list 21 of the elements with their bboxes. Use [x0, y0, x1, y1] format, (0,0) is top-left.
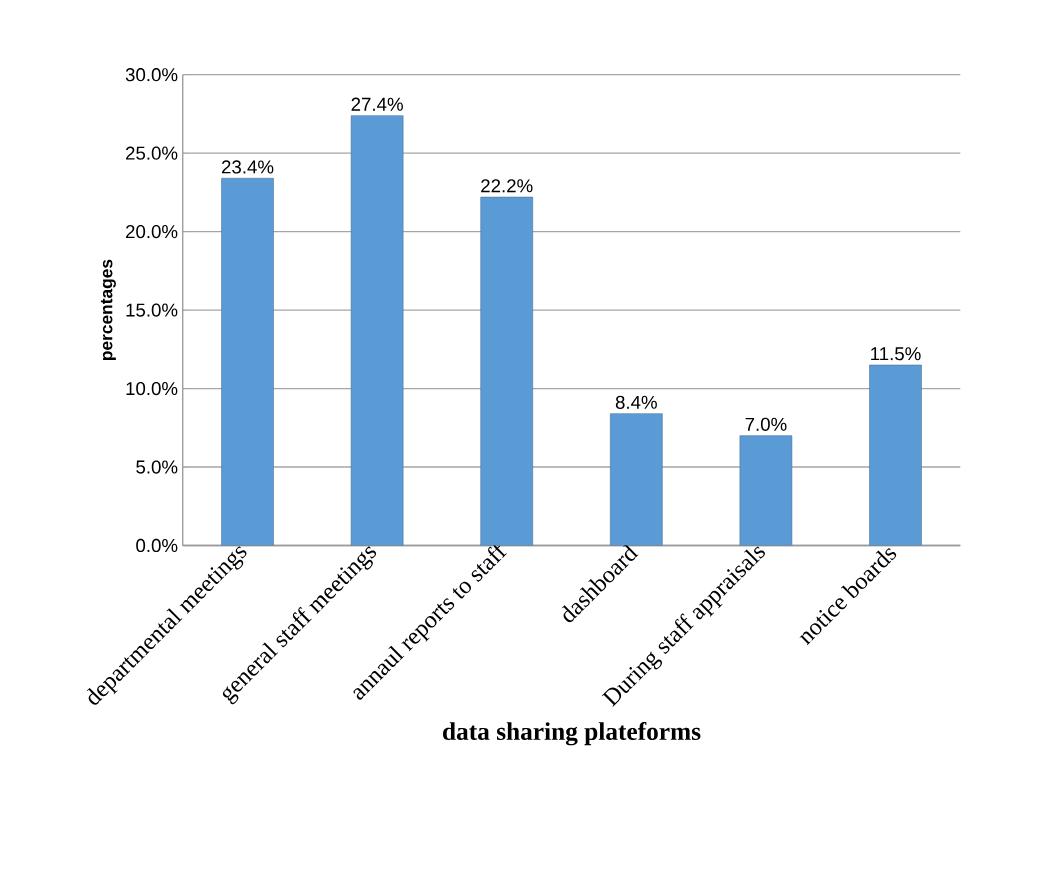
- y-tick-label: 25.0%: [126, 146, 178, 160]
- data-label: 7.0%: [745, 417, 787, 432]
- data-label: 22.2%: [481, 179, 533, 193]
- bar: [739, 435, 793, 546]
- data-label: 11.5%: [871, 347, 921, 361]
- y-tick-label: 15.0%: [126, 303, 178, 317]
- data-label: 23.4%: [222, 160, 274, 174]
- y-tick-label: 5.0%: [136, 460, 178, 474]
- y-tick-label: 0.0%: [136, 539, 178, 553]
- bar: [480, 197, 533, 546]
- x-axis-title: data sharing plateforms: [443, 722, 701, 746]
- data-label: 8.4%: [615, 395, 657, 410]
- bar: [610, 413, 663, 546]
- data-label: 27.4%: [351, 97, 403, 111]
- bar: [221, 178, 274, 546]
- bar: [350, 115, 404, 546]
- y-tick-label: 20.0%: [126, 225, 178, 239]
- y-tick-label: 10.0%: [126, 382, 178, 396]
- bar: [869, 364, 922, 546]
- y-axis-title: percentages: [100, 259, 116, 361]
- y-tick-label: 30.0%: [125, 68, 178, 82]
